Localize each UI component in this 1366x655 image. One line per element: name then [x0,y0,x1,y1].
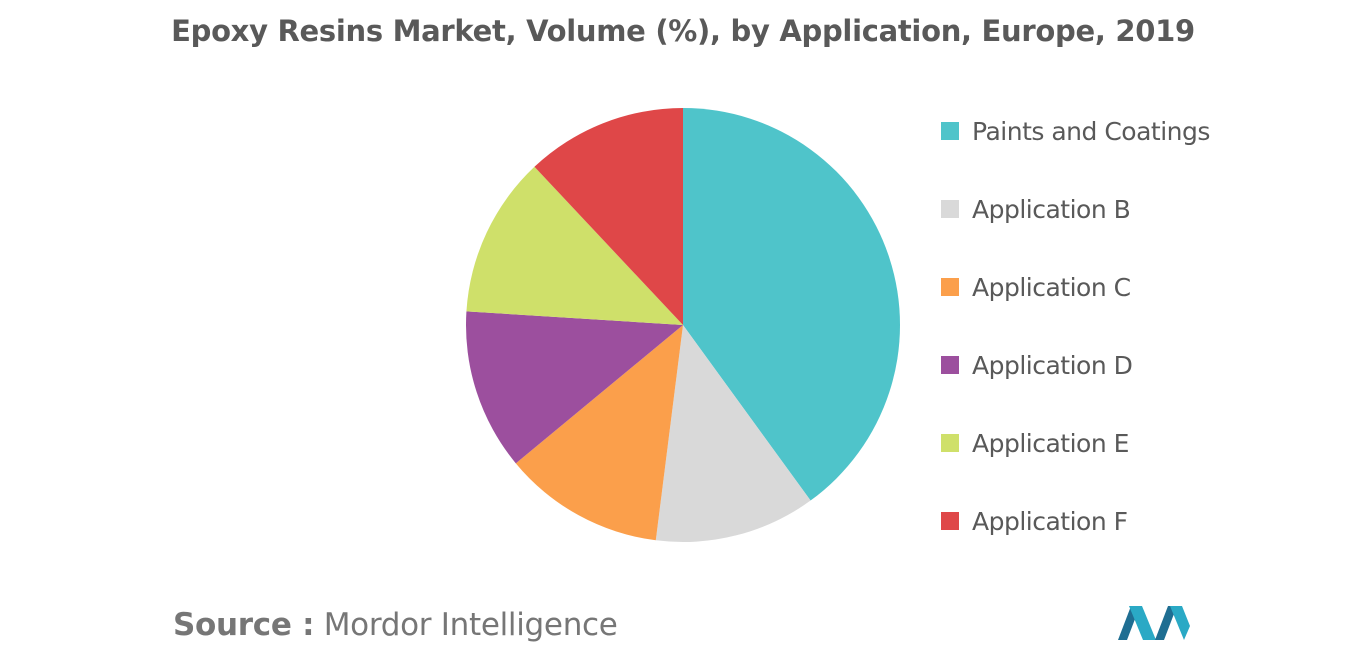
legend-item-application-c: Application C [941,263,1131,311]
pie-slice-application-b [655,325,811,543]
pie-slice-application-c [515,325,683,541]
legend-label: Application B [972,194,1131,224]
legend-item-paints-and-coatings: Paints and Coatings [941,107,1210,155]
source-prefix: Source : [173,607,315,643]
pie-slice-application-e [466,166,683,325]
legend-swatch [941,512,959,530]
legend-label: Paints and Coatings [972,116,1210,146]
legend-label: Application F [972,506,1128,536]
legend-item-application-e: Application E [941,419,1129,467]
legend-item-application-f: Application F [941,497,1128,545]
legend-swatch [941,122,959,140]
chart-title: Epoxy Resins Market, Volume (%), by Appl… [171,14,1195,48]
legend-label: Application D [972,350,1133,380]
legend-swatch [941,356,959,374]
legend-label: Application E [972,428,1129,458]
legend-swatch [941,434,959,452]
legend-swatch [941,278,959,296]
source-name: Mordor Intelligence [323,607,618,643]
pie-slice-paints-and-coatings [683,108,901,501]
legend-item-application-b: Application B [941,185,1131,233]
legend-swatch [941,200,959,218]
pie-slice-application-f [534,108,683,325]
mordor-intelligence-logo [1118,606,1190,640]
pie-slice-application-d [466,311,683,464]
legend-item-application-d: Application D [941,341,1133,389]
source-credit: Source : Mordor Intelligence [173,607,618,643]
legend-label: Application C [972,272,1131,302]
